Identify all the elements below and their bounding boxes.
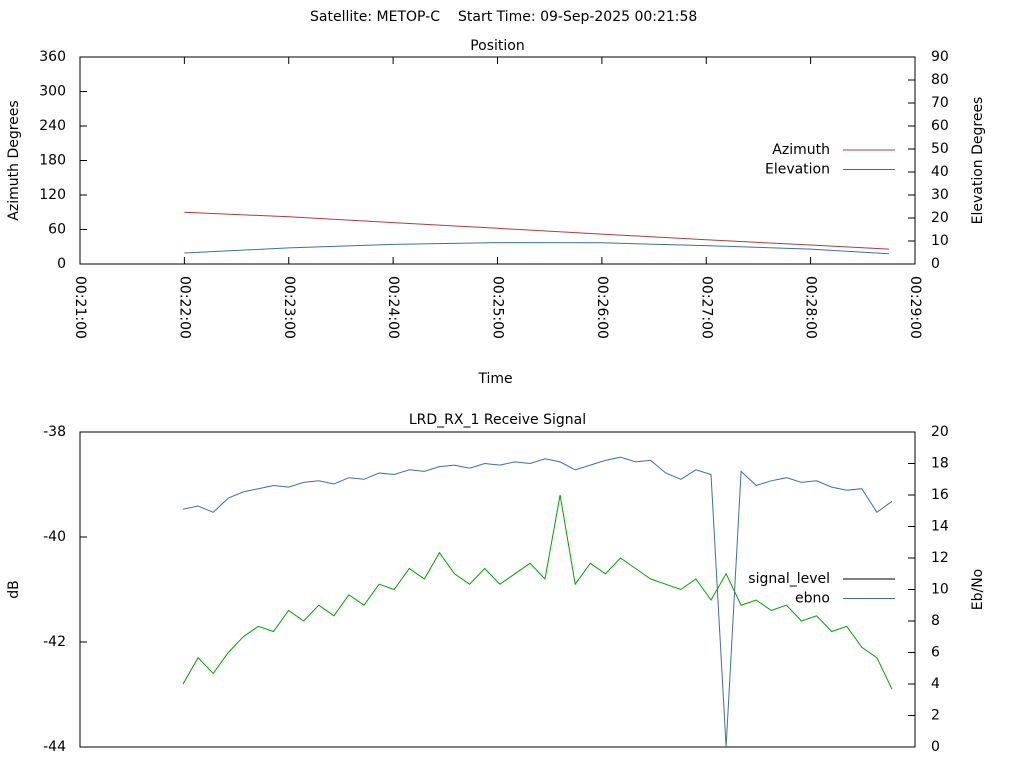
series-line: [182, 456, 893, 748]
y2-tick-label: 0: [931, 256, 940, 272]
y2-tick-label: 4: [931, 676, 940, 692]
y2-axis-label: Eb/No: [970, 569, 986, 611]
plot-frame: [79, 56, 916, 265]
series-line: [184, 242, 889, 255]
satellite: Satellite: METOP-C: [310, 9, 440, 25]
x-tick-label: 00:28:00: [803, 276, 819, 339]
x-tick-label: 00:24:00: [385, 276, 401, 339]
y-tick-label: 0: [57, 256, 66, 272]
legend-label: signal_level: [748, 571, 830, 587]
series-line: [184, 211, 889, 250]
y2-tick-label: 14: [931, 519, 949, 535]
x-tick-label: 00:22:00: [176, 276, 192, 339]
y2-tick-label: 90: [931, 49, 949, 65]
y-tick-label: 240: [39, 118, 66, 134]
chart-title: LRD_RX_1 Receive Signal: [409, 412, 586, 428]
x-tick-label: 00:21:00: [72, 276, 88, 339]
y2-tick-label: 8: [931, 613, 940, 629]
y2-tick-label: 18: [931, 456, 949, 472]
x-tick-label: 00:27:00: [698, 276, 714, 339]
y-tick-label: 120: [39, 187, 66, 203]
y2-tick-label: 70: [931, 95, 949, 111]
y2-tick-label: 6: [931, 645, 940, 661]
y2-tick-label: 0: [931, 739, 940, 755]
y-tick-label: -44: [43, 739, 66, 755]
x-tick-label: 00:23:00: [281, 276, 297, 339]
y2-tick-label: 2: [931, 708, 940, 724]
y2-tick-label: 10: [931, 233, 949, 249]
series-line: [182, 494, 893, 690]
y2-tick-label: 60: [931, 118, 949, 134]
x-tick-label: 00:26:00: [594, 276, 610, 339]
y2-tick-label: 10: [931, 582, 949, 598]
y2-tick-label: 16: [931, 487, 949, 503]
y2-tick-label: 50: [931, 141, 949, 157]
y-tick-label: 180: [39, 153, 66, 169]
y2-tick-label: 20: [931, 424, 949, 440]
y2-axis-label: Elevation Degrees: [970, 97, 986, 225]
y-tick-label: -38: [43, 424, 66, 440]
y2-tick-label: 12: [931, 550, 949, 566]
y-tick-label: -42: [43, 634, 66, 650]
y-tick-label: -40: [43, 529, 66, 545]
chart-title: Position: [470, 38, 525, 54]
legend-label: Elevation: [765, 162, 830, 178]
legend-label: Azimuth: [772, 142, 830, 158]
y2-tick-label: 30: [931, 187, 949, 203]
y2-tick-label: 20: [931, 210, 949, 226]
x-axis-label: Time: [477, 371, 512, 387]
x-tick-label: 00:29:00: [907, 276, 923, 339]
y-tick-label: 360: [39, 49, 66, 65]
y-tick-label: 60: [48, 222, 66, 238]
y2-tick-label: 80: [931, 72, 949, 88]
x-tick-label: 00:25:00: [490, 276, 506, 339]
y-axis-label: dB: [6, 580, 22, 599]
y2-tick-label: 40: [931, 164, 949, 180]
start-time: Start Time: 09-Sep-2025 00:21:58: [458, 9, 697, 25]
y-axis-label: Azimuth Degrees: [6, 100, 22, 220]
y-tick-label: 300: [39, 84, 66, 100]
legend-label: ebno: [795, 591, 830, 607]
